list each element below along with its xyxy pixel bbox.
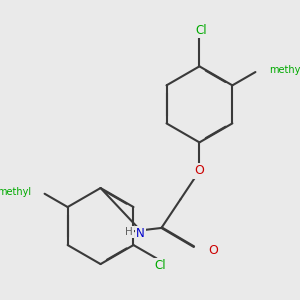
Text: Cl: Cl <box>154 260 166 272</box>
Text: H: H <box>125 227 133 237</box>
Text: Cl: Cl <box>196 24 207 37</box>
Text: N: N <box>136 227 145 240</box>
Text: methyl: methyl <box>0 187 31 197</box>
Text: methyl: methyl <box>269 65 300 75</box>
Text: O: O <box>194 164 204 177</box>
Text: O: O <box>208 244 218 257</box>
